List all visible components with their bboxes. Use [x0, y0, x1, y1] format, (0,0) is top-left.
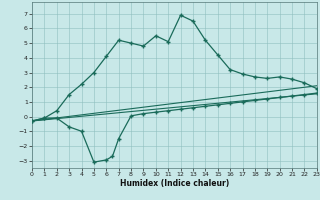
X-axis label: Humidex (Indice chaleur): Humidex (Indice chaleur): [120, 179, 229, 188]
